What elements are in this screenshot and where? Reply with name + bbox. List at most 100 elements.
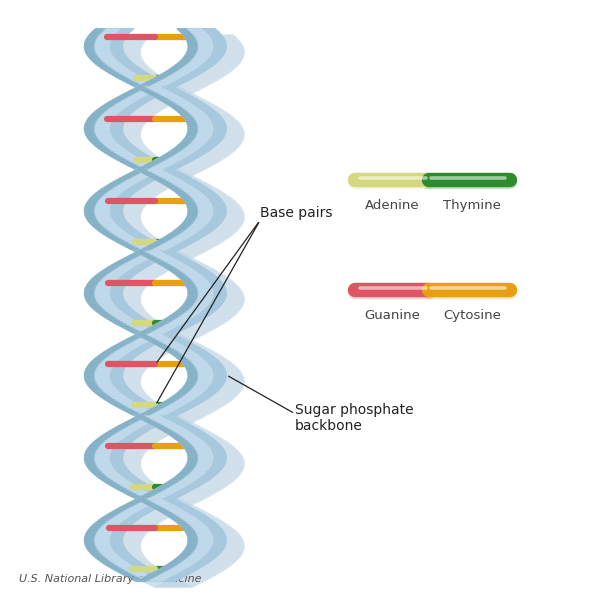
Polygon shape [107,392,146,394]
Polygon shape [86,532,125,533]
Polygon shape [193,302,210,304]
Polygon shape [155,97,196,99]
Polygon shape [125,190,166,191]
Text: Cytosine: Cytosine [443,309,502,322]
Polygon shape [102,143,119,145]
Polygon shape [127,325,145,326]
Polygon shape [106,453,145,454]
Polygon shape [187,463,225,465]
Polygon shape [146,425,187,427]
Polygon shape [174,267,192,269]
Polygon shape [170,561,211,563]
Polygon shape [85,132,124,134]
Polygon shape [193,445,233,446]
Polygon shape [184,118,223,119]
Polygon shape [146,418,187,420]
Polygon shape [159,321,200,323]
Polygon shape [148,258,189,260]
Polygon shape [96,284,113,286]
Polygon shape [109,106,127,108]
Polygon shape [113,234,131,236]
Polygon shape [118,566,136,568]
Polygon shape [106,474,145,475]
Polygon shape [105,64,122,65]
Polygon shape [103,556,120,557]
Polygon shape [160,73,173,75]
Polygon shape [175,228,215,230]
Polygon shape [204,388,242,389]
Polygon shape [178,151,196,152]
Polygon shape [200,310,239,311]
Polygon shape [154,422,194,424]
Polygon shape [144,335,185,337]
Polygon shape [149,506,162,508]
Polygon shape [149,162,161,164]
Polygon shape [91,389,103,391]
Polygon shape [133,250,146,253]
Polygon shape [205,551,243,553]
Polygon shape [103,55,141,57]
Polygon shape [163,77,182,79]
Polygon shape [100,67,113,69]
Polygon shape [136,184,176,185]
Polygon shape [197,41,212,43]
Polygon shape [104,305,142,306]
Polygon shape [93,441,104,443]
Polygon shape [148,496,166,498]
Polygon shape [106,147,124,149]
Polygon shape [116,178,129,180]
Polygon shape [188,47,226,49]
Polygon shape [175,328,215,329]
Polygon shape [154,426,196,428]
Polygon shape [188,125,226,127]
Polygon shape [174,103,192,104]
Polygon shape [182,273,222,274]
Polygon shape [185,219,224,221]
Polygon shape [110,530,149,532]
Polygon shape [100,306,117,308]
Polygon shape [98,518,139,520]
Polygon shape [187,369,225,371]
Polygon shape [116,77,128,79]
Polygon shape [163,349,175,350]
Polygon shape [190,566,229,568]
Polygon shape [151,502,170,504]
Polygon shape [88,118,127,119]
Polygon shape [131,500,144,502]
Polygon shape [104,58,142,59]
Polygon shape [198,148,238,149]
Polygon shape [116,565,155,566]
Polygon shape [124,426,143,428]
Polygon shape [117,160,130,162]
Polygon shape [90,32,101,34]
Polygon shape [94,296,110,299]
Polygon shape [170,67,210,69]
Polygon shape [197,128,213,130]
Polygon shape [161,566,202,568]
Polygon shape [97,200,113,202]
Polygon shape [166,482,178,484]
Polygon shape [183,571,223,572]
Polygon shape [188,460,226,461]
Polygon shape [161,101,203,103]
Polygon shape [86,134,124,136]
Polygon shape [96,136,112,137]
Polygon shape [91,113,131,116]
Polygon shape [176,310,188,311]
Polygon shape [186,310,203,311]
Polygon shape [188,376,226,378]
Polygon shape [113,281,152,283]
Polygon shape [130,248,171,250]
Polygon shape [113,481,152,482]
Polygon shape [104,538,143,539]
Polygon shape [138,496,151,498]
Polygon shape [170,331,211,332]
Polygon shape [197,119,237,121]
Polygon shape [154,406,167,407]
Polygon shape [168,579,208,580]
Polygon shape [118,112,158,113]
Polygon shape [182,304,222,306]
Polygon shape [109,367,148,368]
Polygon shape [96,301,112,302]
Polygon shape [179,359,219,361]
